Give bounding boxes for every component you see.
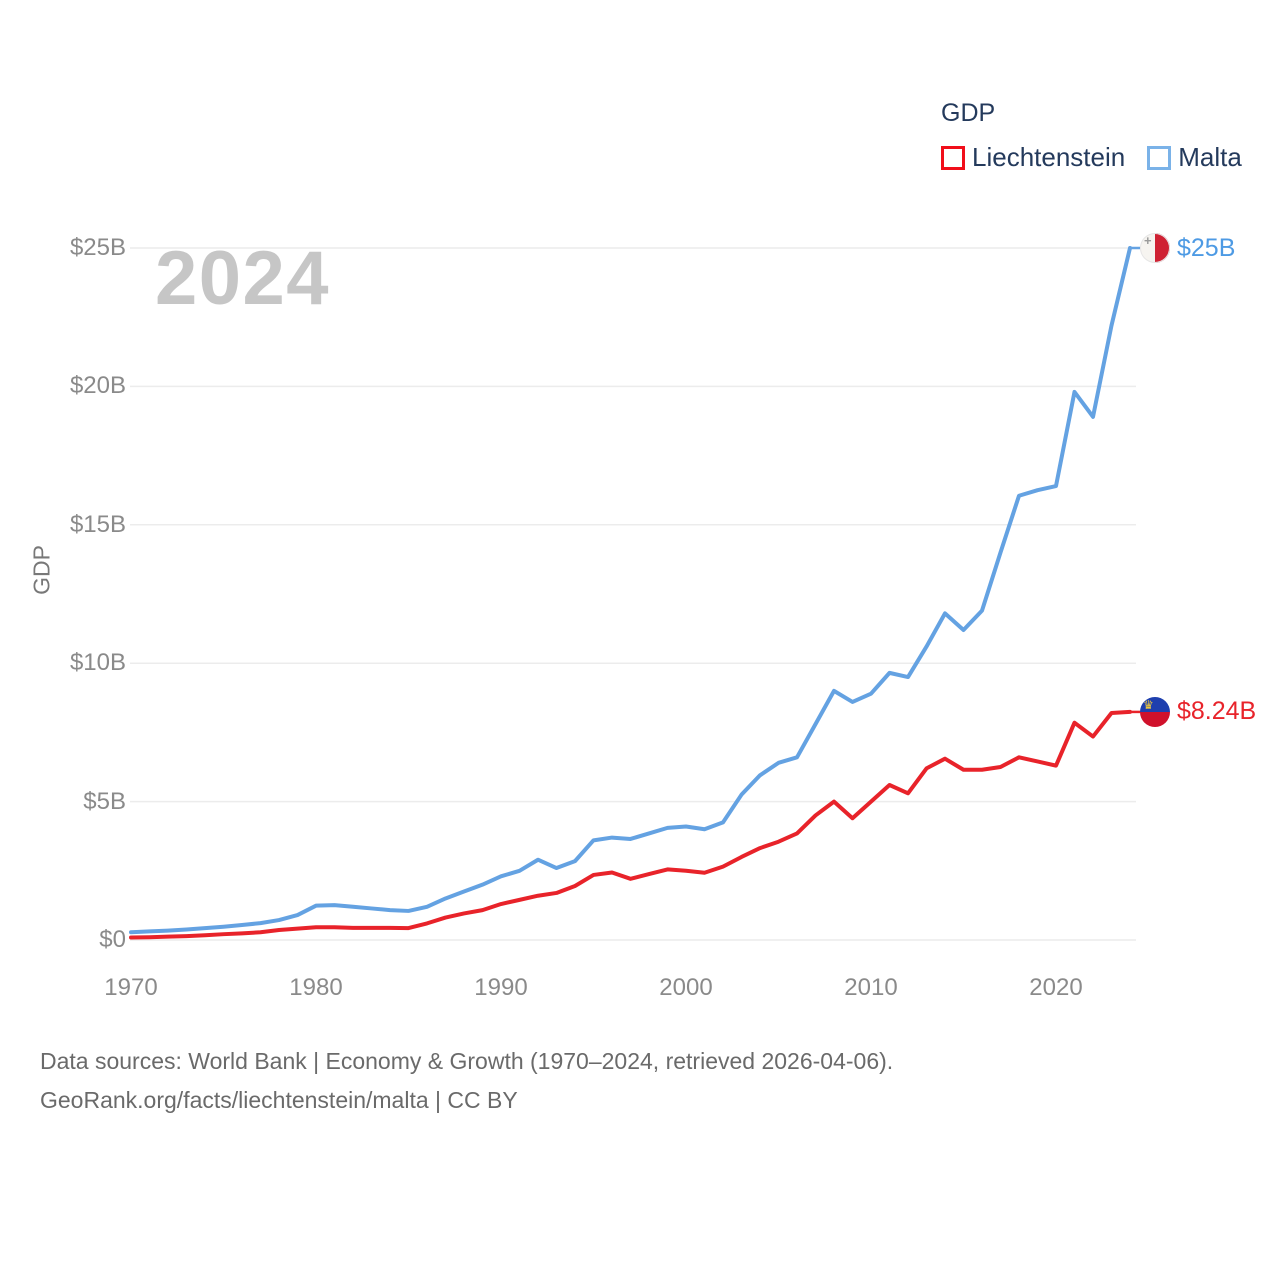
y-tick-label: $20B	[69, 372, 126, 400]
x-tick-label: 2010	[844, 974, 898, 1001]
x-tick-label: 1990	[474, 974, 528, 1001]
y-axis-title: GDP	[28, 545, 55, 595]
x-tick-label: 2020	[1029, 974, 1083, 1001]
legend-title: GDP	[941, 99, 996, 127]
footer-attribution-line: GeoRank.org/facts/liechtenstein/malta | …	[40, 1087, 518, 1113]
legend-items: Liechtenstein Malta	[941, 142, 1264, 173]
y-tick-label: $5B	[83, 787, 126, 815]
series-line-malta[interactable]	[129, 246, 1132, 935]
liechtenstein-end-value: $8.24B	[1177, 697, 1257, 726]
malta-flag-icon: +	[1140, 233, 1170, 263]
end-label-liechtenstein: ♛ $8.24B	[1140, 696, 1257, 727]
legend-swatch-liechtenstein	[941, 145, 965, 170]
legend-label: Malta	[1178, 142, 1242, 172]
legend: GDP Liechtenstein Malta	[941, 98, 1264, 173]
series-line-liechtenstein[interactable]	[129, 709, 1132, 940]
footer-sources-line: Data sources: World Bank | Economy & Gro…	[40, 1048, 894, 1074]
year-watermark: 2024	[155, 236, 330, 321]
george-cross-icon: +	[1144, 233, 1152, 248]
legend-label: Liechtenstein	[972, 142, 1126, 172]
y-tick-label: $25B	[69, 234, 126, 261]
y-tick-label: $15B	[69, 510, 126, 538]
legend-swatch-malta	[1147, 145, 1172, 170]
end-label-malta: + $25B	[1140, 233, 1235, 263]
x-tick-label: 1980	[289, 974, 343, 1001]
legend-item-malta[interactable]: Malta	[1147, 142, 1242, 173]
legend-item-liechtenstein[interactable]: Liechtenstein	[941, 142, 1125, 173]
malta-end-value: $25B	[1177, 233, 1236, 262]
y-tick-label: $10B	[69, 649, 126, 677]
liechtenstein-flag-icon: ♛	[1140, 696, 1170, 727]
x-tick-label: 1970	[104, 974, 158, 1001]
crown-icon: ♛	[1143, 697, 1154, 712]
x-tick-label: 2000	[659, 974, 713, 1001]
footer: Data sources: World Bank | Economy & Gro…	[40, 1042, 893, 1120]
y-tick-label: $0	[99, 926, 126, 953]
